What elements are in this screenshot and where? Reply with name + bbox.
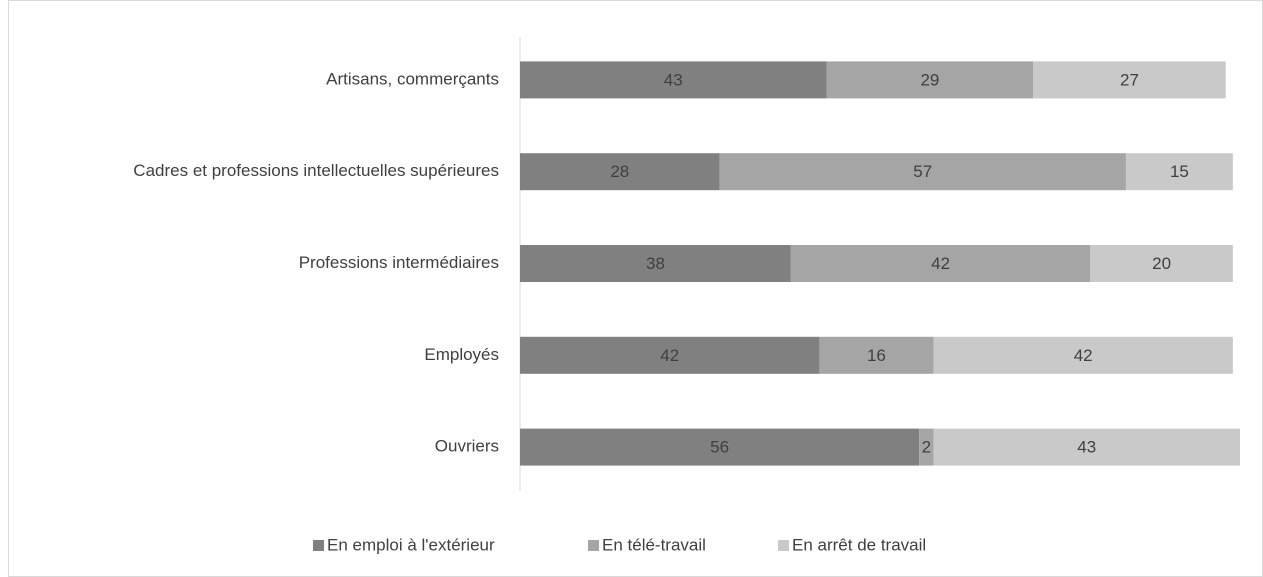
data-label: 57 bbox=[913, 162, 932, 181]
bar-segment bbox=[1090, 245, 1233, 282]
y-tick-label: Employés bbox=[424, 345, 499, 364]
data-label: 28 bbox=[610, 162, 629, 181]
bar-segment bbox=[719, 153, 1126, 191]
data-label: 29 bbox=[920, 70, 939, 89]
data-label: 27 bbox=[1120, 70, 1139, 89]
legend-swatch bbox=[778, 540, 789, 551]
legend-swatch bbox=[588, 540, 599, 551]
data-label: 43 bbox=[664, 70, 683, 89]
bar-segment bbox=[520, 336, 820, 374]
y-tick-label: Professions intermédiaires bbox=[299, 253, 499, 272]
bar-segment bbox=[520, 245, 791, 282]
legend-swatch bbox=[313, 540, 324, 551]
bar-segment bbox=[520, 153, 720, 191]
data-label: 16 bbox=[867, 346, 886, 365]
legend-label: En arrêt de travail bbox=[792, 535, 926, 554]
data-label: 38 bbox=[646, 254, 665, 273]
data-label: 42 bbox=[1074, 346, 1093, 365]
bar-segment bbox=[520, 61, 827, 99]
bar-segment bbox=[933, 428, 1240, 466]
data-label: 42 bbox=[931, 254, 950, 273]
data-label: 15 bbox=[1170, 162, 1189, 181]
bar-segment bbox=[919, 428, 934, 466]
bar-segment bbox=[826, 61, 1034, 99]
bar-segment bbox=[520, 428, 920, 466]
y-tick-label: Cadres et professions intellectuelles su… bbox=[133, 161, 499, 180]
bar-segment bbox=[1125, 153, 1233, 191]
bar-segment bbox=[819, 336, 934, 374]
bar-segment bbox=[933, 336, 1233, 374]
data-label: 42 bbox=[660, 346, 679, 365]
legend-label: En emploi à l'extérieur bbox=[327, 535, 495, 554]
y-tick-label: Artisans, commerçants bbox=[326, 69, 499, 88]
bar-segment bbox=[1033, 61, 1226, 99]
data-label: 20 bbox=[1152, 254, 1171, 273]
bar-segment bbox=[790, 245, 1091, 282]
data-label: 56 bbox=[710, 438, 729, 457]
data-label: 2 bbox=[922, 438, 931, 457]
y-tick-label: Ouvriers bbox=[435, 437, 499, 456]
legend-label: En télé-travail bbox=[602, 535, 706, 554]
data-label: 43 bbox=[1077, 438, 1096, 457]
